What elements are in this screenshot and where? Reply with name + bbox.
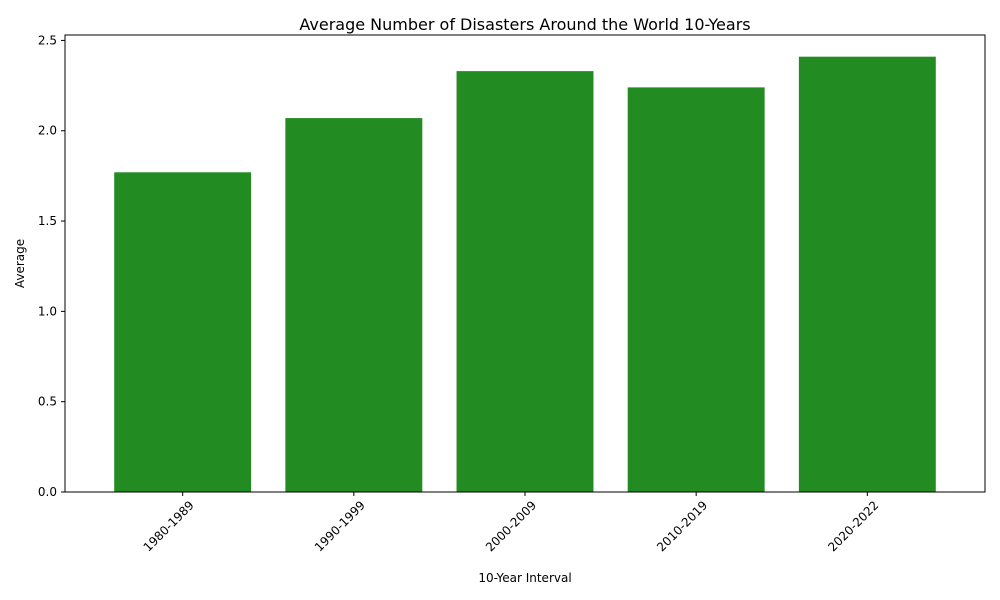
x-tick-label: 2020-2022 xyxy=(825,498,881,554)
y-tick-label: 2.0 xyxy=(38,124,57,138)
y-tick-label: 1.0 xyxy=(38,304,57,318)
x-axis-ticks: 1980-1989 1990-1999 2000-2009 2010-2019 2020… xyxy=(141,492,881,554)
x-tick-label: 2000-2009 xyxy=(483,498,539,554)
plot-frame xyxy=(64,34,986,493)
chart-title: Average Number of Disasters Around the W… xyxy=(299,15,750,34)
x-tick-label: 1980-1989 xyxy=(141,498,197,554)
x-axis-label: 10-Year Interval xyxy=(478,571,571,585)
x-tick-label: 1990-1999 xyxy=(312,498,368,554)
bar-1990-1999 xyxy=(285,118,423,492)
bars-group xyxy=(114,56,936,493)
x-tick-label: 2010-2019 xyxy=(654,498,710,554)
y-axis-label: Average xyxy=(13,239,27,288)
bar-2000-2009 xyxy=(456,71,594,493)
bar-2010-2019 xyxy=(627,87,765,493)
bar-2020-2022 xyxy=(798,56,936,492)
y-tick-label: 0.0 xyxy=(38,485,57,499)
bar-1980-1989 xyxy=(114,172,252,492)
y-tick-label: 1.5 xyxy=(38,214,57,228)
y-tick-label: 2.5 xyxy=(38,33,57,47)
y-axis-ticks: 0.0 0.5 1.0 1.5 2.0 2.5 xyxy=(38,33,65,499)
y-tick-label: 0.5 xyxy=(38,395,57,409)
